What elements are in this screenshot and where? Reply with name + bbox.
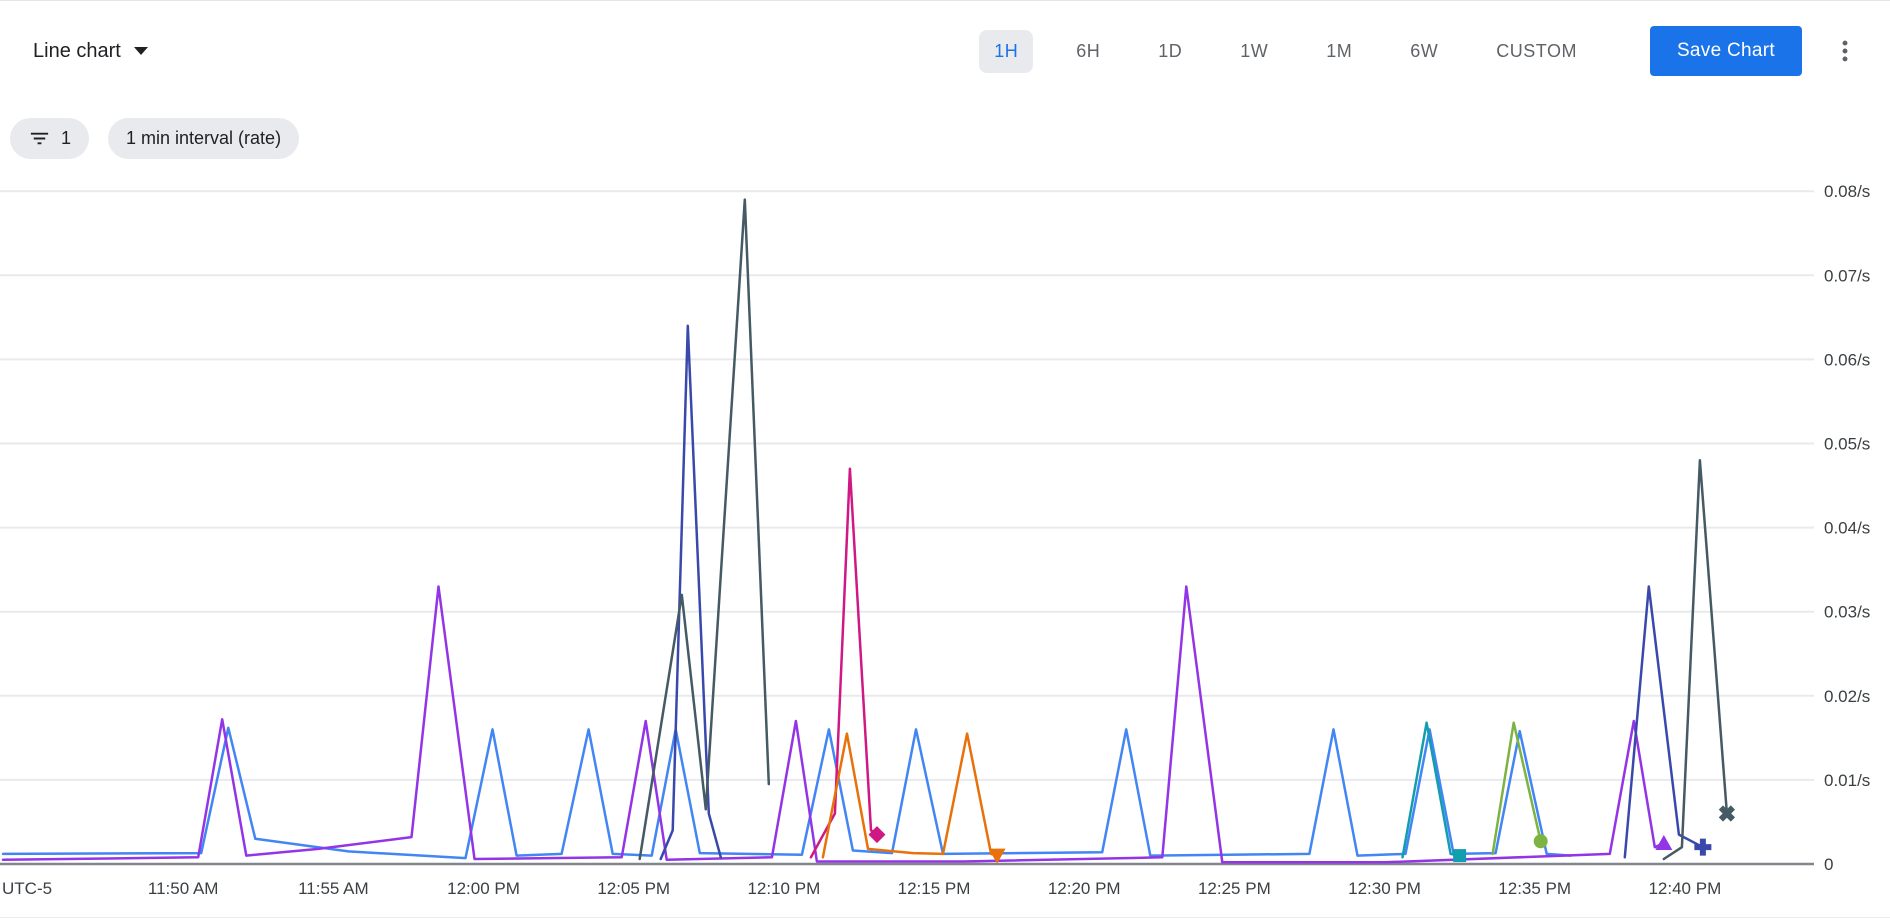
series-endpoint-plus-indigo-b xyxy=(1694,838,1712,856)
kebab-menu-icon xyxy=(1842,40,1848,62)
chart-type-dropdown[interactable]: Line chart xyxy=(33,40,148,63)
time-range-1w[interactable]: 1W xyxy=(1225,30,1283,73)
chart-toolbar: Line chart 1H 6H 1D 1W 1M 6W CUSTOM Save Chart xyxy=(0,1,1890,101)
time-range-group: 1H 6H 1D 1W 1M 6W CUSTOM xyxy=(979,29,1592,73)
filter-count-chip[interactable]: 1 xyxy=(10,118,90,159)
time-range-1d[interactable]: 1D xyxy=(1143,30,1197,73)
chevron-down-icon xyxy=(133,47,148,55)
y-axis-label: 0.04/s xyxy=(1824,519,1870,538)
series-endpoint-x-slate-b xyxy=(1718,805,1736,822)
time-range-custom[interactable]: CUSTOM xyxy=(1481,30,1592,73)
x-axis-label: 11:50 AM xyxy=(148,879,219,898)
time-range-1h[interactable]: 1H xyxy=(979,29,1034,73)
x-axis-label: 12:20 PM xyxy=(1048,879,1121,898)
time-range-1m[interactable]: 1M xyxy=(1311,30,1367,73)
y-axis-label: 0 xyxy=(1824,855,1833,874)
y-axis-label: 0.02/s xyxy=(1824,687,1870,706)
more-options-button[interactable] xyxy=(1830,34,1860,68)
time-range-6w[interactable]: 6W xyxy=(1395,30,1453,73)
series-endpoint-square-teal xyxy=(1453,849,1467,863)
series-endpoint-diamond-pink xyxy=(868,826,886,844)
save-chart-button[interactable]: Save Chart xyxy=(1649,26,1802,76)
series-line-slate-a xyxy=(638,198,771,861)
x-axis-label: 11:55 AM xyxy=(298,879,369,898)
filter-count-label: 1 xyxy=(61,128,72,148)
x-axis-label: 12:05 PM xyxy=(597,879,670,898)
series-endpoint-triangle-up-purple xyxy=(1655,834,1673,850)
filter-chip-row: 1 1 min interval (rate) xyxy=(0,118,1890,159)
time-range-6h[interactable]: 6H xyxy=(1061,30,1115,73)
series-line-indigo-a xyxy=(659,324,723,861)
x-axis-label: 12:15 PM xyxy=(898,879,971,898)
x-axis-timezone-label: UTC-5 xyxy=(2,879,52,898)
chart-type-label: Line chart xyxy=(33,39,121,62)
x-axis-label: 12:35 PM xyxy=(1498,879,1571,898)
series-line-blue xyxy=(1,726,1572,860)
series-line-indigo-b xyxy=(1623,585,1705,859)
series-endpoint-circle-green xyxy=(1533,834,1548,849)
y-axis-label: 0.01/s xyxy=(1824,771,1870,790)
interval-chip[interactable]: 1 min interval (rate) xyxy=(108,118,300,159)
x-axis-label: 12:25 PM xyxy=(1198,879,1271,898)
series-line-slate-b xyxy=(1662,459,1729,861)
series-line-orange xyxy=(821,732,999,859)
x-axis-label: 12:30 PM xyxy=(1348,879,1421,898)
series-endpoint-triangle-down-orange xyxy=(988,848,1006,864)
filter-icon xyxy=(30,132,49,145)
y-axis-label: 0.06/s xyxy=(1824,350,1870,369)
y-axis-label: 0.03/s xyxy=(1824,603,1870,622)
y-axis-label: 0.08/s xyxy=(1824,182,1870,201)
y-axis-label: 0.07/s xyxy=(1824,266,1870,285)
x-axis-label: 12:10 PM xyxy=(747,879,820,898)
chart-svg[interactable]: 0 0.01/s 0.02/s 0.03/s 0.04/s 0.05/s 0.06/s 0.0… xyxy=(0,171,1890,918)
series-line-green xyxy=(1491,721,1542,856)
interval-chip-label: 1 min interval (rate) xyxy=(126,128,282,148)
x-axis-label: 12:40 PM xyxy=(1648,879,1721,898)
x-axis-label: 12:00 PM xyxy=(447,879,520,898)
y-axis-label: 0.05/s xyxy=(1824,435,1870,454)
